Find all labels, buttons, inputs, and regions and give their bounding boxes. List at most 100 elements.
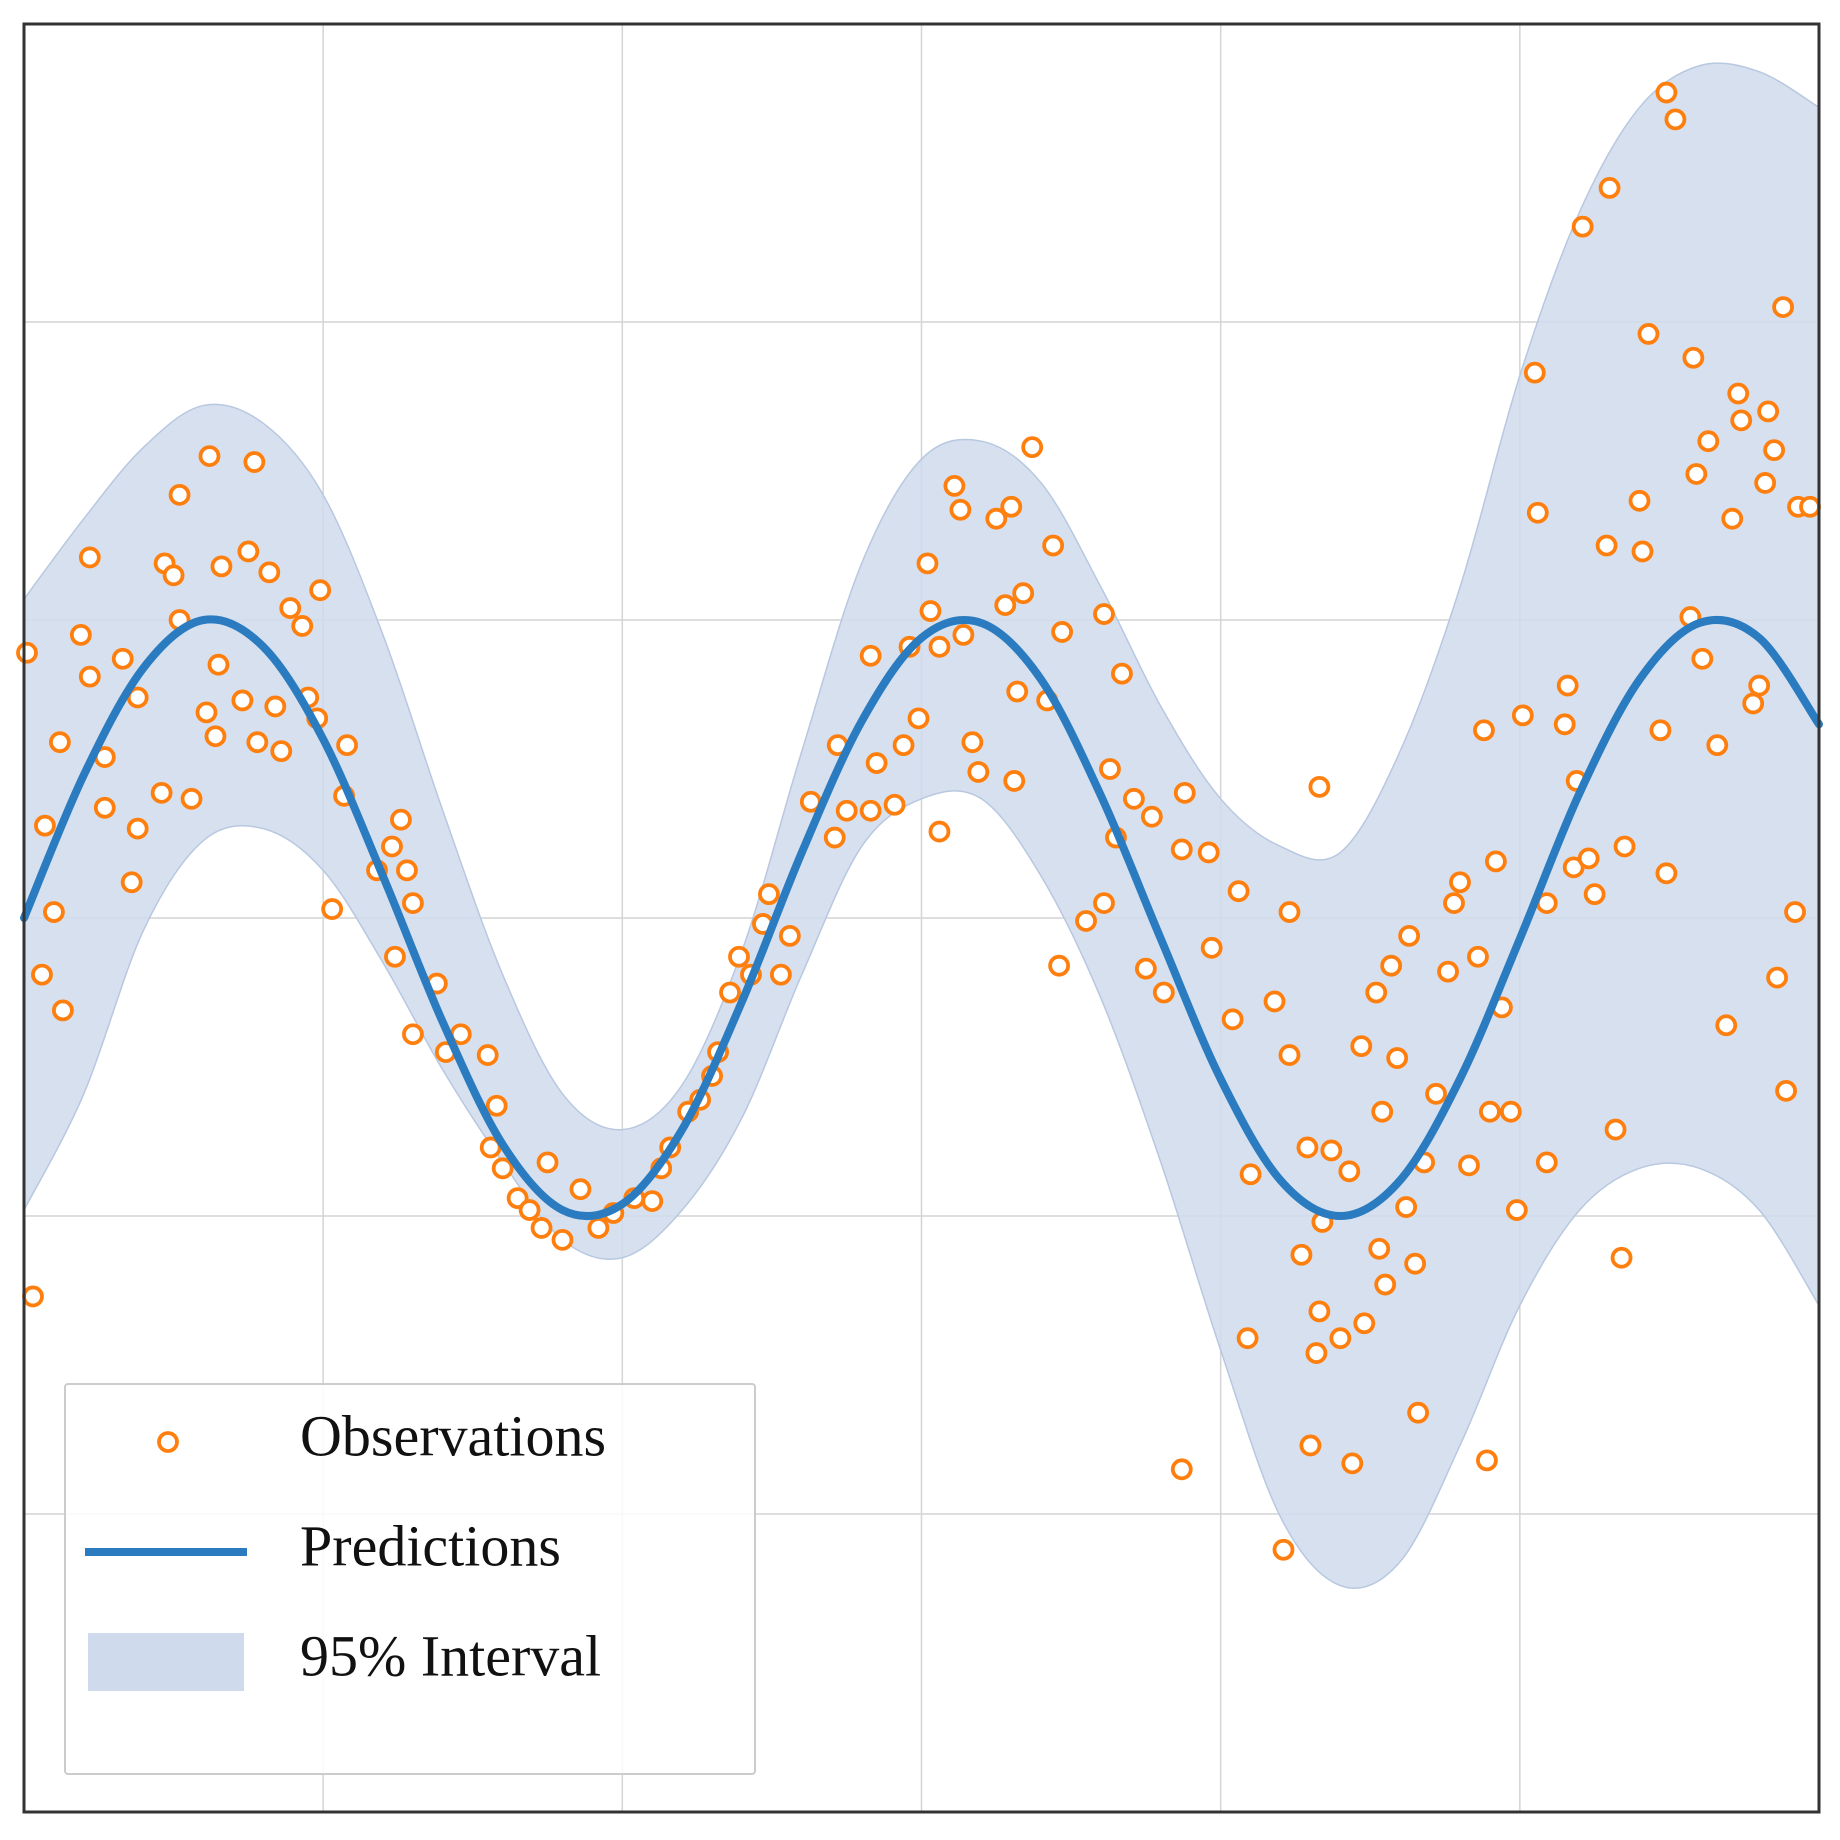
observation-point (195, 701, 218, 724)
observation-point (1523, 361, 1546, 384)
observation-point (1093, 603, 1115, 625)
observation-point (49, 731, 71, 754)
observation-point (551, 1228, 574, 1251)
legend-label: Predictions (300, 1513, 561, 1578)
observation-point (246, 731, 269, 754)
observation-point (168, 483, 191, 506)
observation-point (1499, 1100, 1522, 1123)
observation-point (1221, 1008, 1244, 1031)
observation-point (210, 555, 233, 578)
observation-point (1715, 1014, 1738, 1037)
observation-point (967, 761, 990, 783)
observation-point (1757, 400, 1780, 423)
observation-point (384, 945, 406, 968)
legend-patch (88, 1633, 244, 1691)
observation-point (1012, 582, 1035, 605)
observation-point (1437, 960, 1459, 983)
observation-point (1003, 770, 1026, 792)
observation-point (1263, 990, 1286, 1013)
observation-point (111, 647, 134, 670)
observation-point (1048, 954, 1071, 977)
observation-point (1691, 647, 1714, 670)
observation-point (1021, 436, 1044, 459)
observation-point (162, 564, 185, 587)
observation-point (1152, 981, 1175, 1004)
observation-point (336, 734, 359, 757)
observation-point (865, 752, 888, 774)
observation-point (1637, 323, 1660, 345)
observation-point (892, 734, 915, 757)
observation-point (78, 665, 101, 688)
observation-point (1505, 1199, 1528, 1221)
plot-frame (22, 22, 1821, 1814)
observation-point (1467, 945, 1489, 968)
observation-point (1170, 1458, 1193, 1481)
observation-point (1754, 472, 1777, 494)
observation-point (919, 600, 942, 622)
observation-point (961, 731, 984, 754)
observation-point (1341, 1452, 1364, 1475)
observation-point (823, 826, 846, 849)
observation-point (1308, 775, 1331, 798)
observation-point (1772, 296, 1794, 319)
observation-point (1308, 1300, 1331, 1323)
observation-point (1571, 215, 1594, 238)
observation-point (1583, 883, 1606, 906)
observation-point (1655, 81, 1678, 104)
observation-point (150, 781, 173, 804)
observation-point (1685, 463, 1708, 485)
observation-point (1613, 835, 1636, 858)
observation-point (402, 892, 424, 914)
observation-point (485, 1094, 508, 1117)
observation-point (204, 725, 227, 748)
observation-point (1398, 924, 1421, 947)
observation-point (758, 883, 780, 906)
observation-point (1730, 409, 1753, 432)
observation-point (1000, 495, 1023, 518)
observation-point (180, 787, 203, 810)
observation-point (949, 498, 972, 521)
observation-point (390, 808, 412, 831)
observation-point (69, 624, 92, 646)
observation-point (1407, 1401, 1430, 1424)
observation-point (43, 901, 65, 923)
observation-point (1443, 892, 1465, 914)
observation-point (1697, 430, 1720, 453)
observation-point (1476, 1449, 1498, 1472)
legend-label: Observations (300, 1403, 606, 1468)
observation-point (258, 561, 281, 584)
observation-point (22, 1285, 44, 1308)
observation-point (1577, 847, 1600, 870)
observation-point (641, 1190, 664, 1212)
observation-point (491, 1157, 514, 1180)
observation-point (1655, 862, 1678, 885)
observation-point (1099, 758, 1121, 780)
legend-marker (157, 1431, 179, 1453)
observation-point (1140, 805, 1163, 828)
observation-point (1320, 1139, 1343, 1162)
observation-point (1748, 674, 1771, 697)
observation-point (1598, 176, 1621, 199)
observation-point (402, 1023, 424, 1046)
observation-point (1664, 108, 1687, 131)
observation-point (859, 644, 882, 667)
observation-point (1380, 954, 1403, 977)
observation-point (479, 1136, 502, 1159)
observation-point (1338, 1160, 1361, 1183)
observation-point (1329, 1327, 1352, 1350)
observation-point (1742, 692, 1765, 715)
observation-point (1278, 1044, 1301, 1066)
observation-point (1799, 495, 1821, 518)
observation-point (1595, 534, 1618, 557)
observation-point (93, 796, 116, 819)
observation-point (1006, 680, 1029, 703)
observation-point (1290, 1243, 1313, 1266)
observation-point (1371, 1100, 1394, 1123)
legend: Observations Predictions 95% Interval (64, 1383, 756, 1775)
observation-point (1511, 704, 1534, 727)
observation-point (1299, 1434, 1322, 1457)
observation-point (1278, 901, 1301, 923)
observation-point (51, 999, 74, 1022)
observation-point (1775, 1079, 1797, 1102)
